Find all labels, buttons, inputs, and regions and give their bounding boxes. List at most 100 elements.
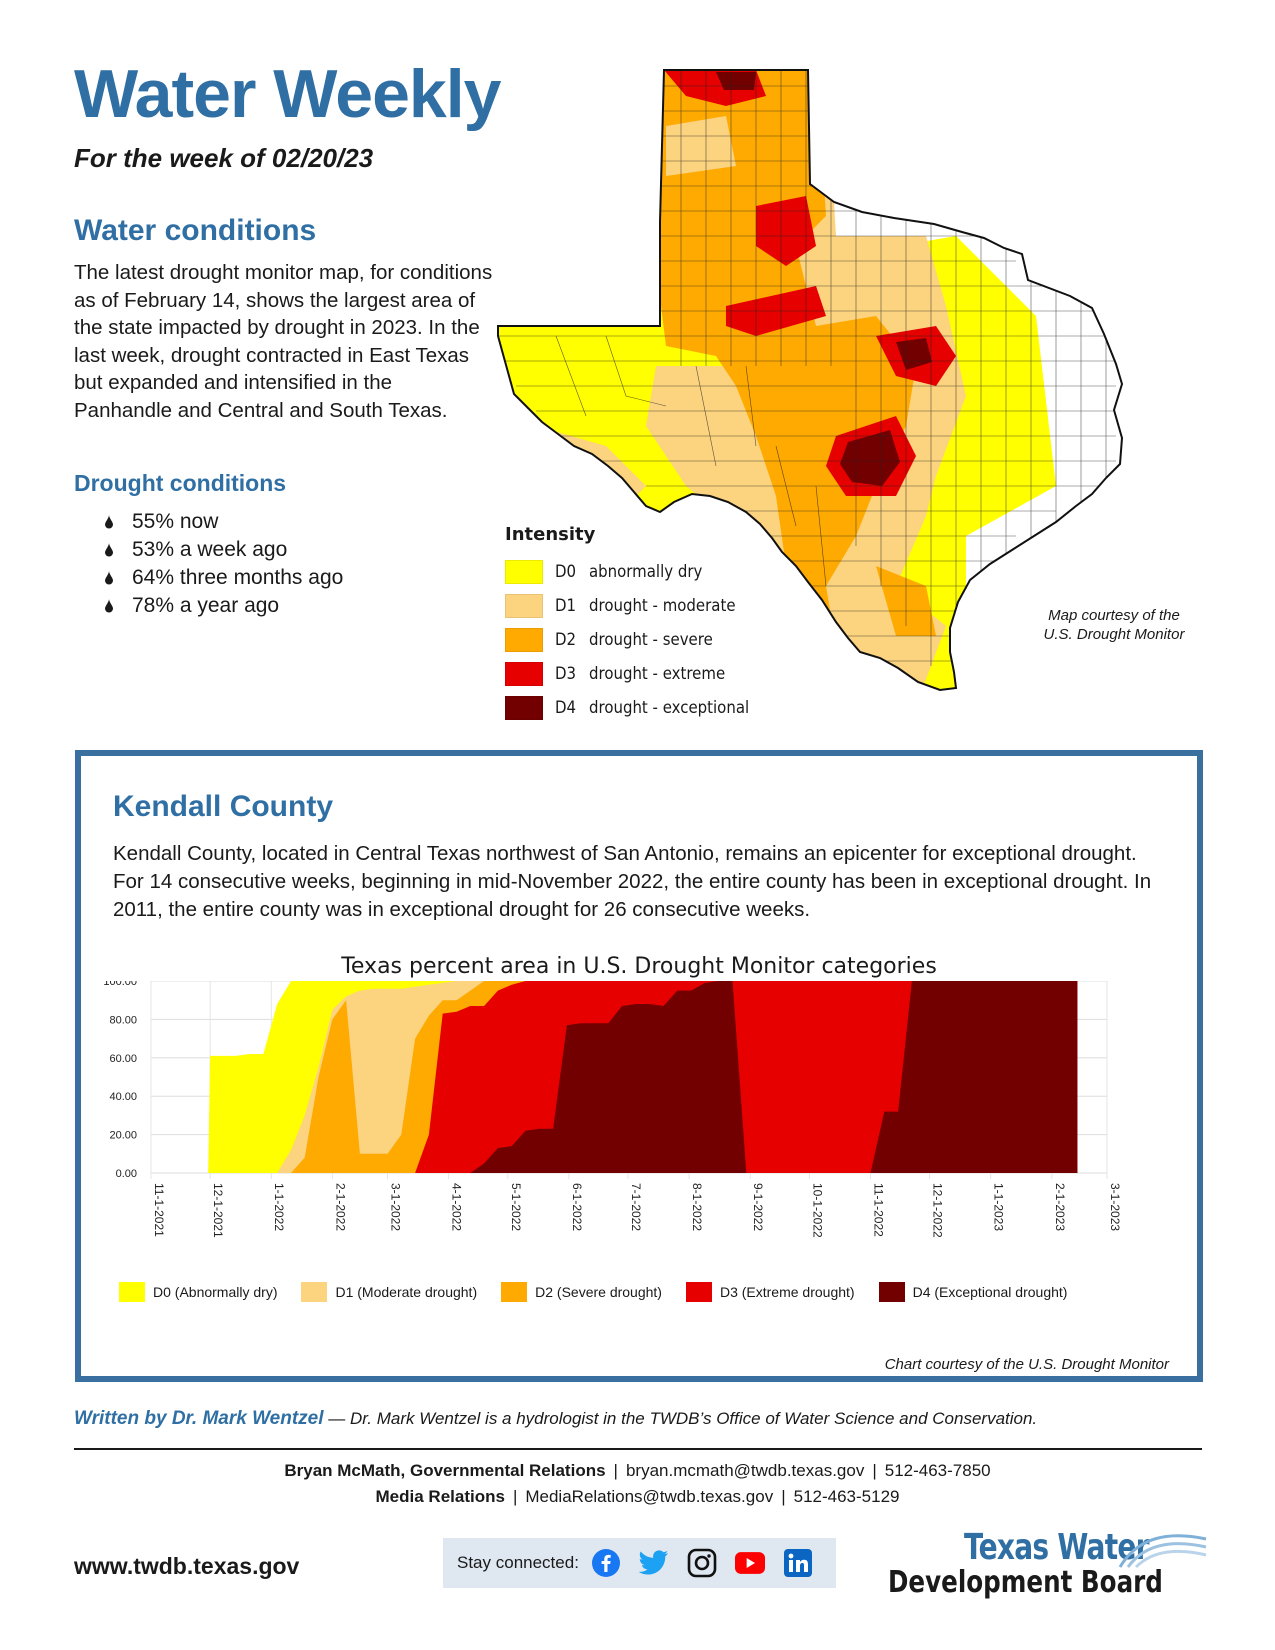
series-area-4 — [151, 981, 1078, 1173]
x-tick-label: 9-1-2022 — [751, 1183, 765, 1231]
legend-swatch — [301, 1282, 328, 1302]
logo-line-1: Texas Water — [964, 1527, 1149, 1568]
chart-legend-item: D1 (Moderate drought) — [301, 1282, 477, 1302]
x-tick-label: 8-1-2022 — [690, 1183, 704, 1231]
chart-legend-item: D0 (Abnormally dry) — [119, 1282, 277, 1302]
texas-drought-map — [497, 69, 1124, 692]
instagram-icon[interactable] — [687, 1548, 717, 1578]
x-tick-label: 3-1-2023 — [1108, 1183, 1122, 1231]
legend-code: D4 — [555, 698, 577, 718]
legend-swatch — [501, 1282, 528, 1302]
y-tick-label: 80.00 — [109, 1014, 137, 1026]
map-legend-item: D4 drought - exceptional — [505, 691, 771, 725]
x-tick-label: 10-1-2022 — [810, 1183, 824, 1238]
kendall-county-heading: Kendall County — [113, 790, 334, 823]
contact-email-link[interactable]: bryan.mcmath@twdb.texas.gov — [625, 1461, 865, 1480]
x-tick-label: 12-1-2022 — [931, 1183, 945, 1238]
map-legend-item: D3 drought - extreme — [505, 657, 771, 691]
logo-line-2: Development Board — [888, 1565, 1163, 1600]
linkedin-icon[interactable] — [783, 1548, 813, 1578]
legend-label: drought - moderate — [589, 596, 736, 616]
contact-line-1: Bryan McMath, Governmental Relations | bry… — [0, 1461, 1275, 1481]
author-line: Written by Dr. Mark Wentzel — Dr. Mark W… — [74, 1408, 1037, 1430]
list-item: 78% a year ago — [104, 592, 343, 620]
x-tick-label: 1-1-2022 — [272, 1183, 286, 1231]
kendall-county-text: Kendall County, located in Central Texas… — [113, 842, 1152, 921]
water-conditions-text: The latest drought monitor map, for cond… — [74, 261, 493, 422]
map-legend-item: D0 abnormally dry — [505, 555, 771, 589]
stay-connected-label: Stay connected: — [457, 1553, 579, 1572]
water-drop-icon — [105, 599, 113, 613]
water-drop-icon — [105, 543, 113, 557]
chart-credit: Chart courtesy of the U.S. Drought Monit… — [884, 1356, 1169, 1373]
x-tick-label: 5-1-2022 — [509, 1183, 523, 1231]
drought-item-text: 53% a week ago — [132, 538, 288, 561]
y-tick-label: 20.00 — [109, 1130, 137, 1142]
legend-code: D2 — [555, 630, 577, 650]
social-bar: Stay connected: — [443, 1538, 836, 1588]
y-tick-label: 40.00 — [109, 1091, 137, 1103]
kendall-county-panel: Kendall County Kendall County, located i… — [75, 750, 1203, 1382]
contact-line-2: Media Relations | MediaRelations@twdb.texa… — [0, 1487, 1275, 1507]
legend-label: D3 (Extreme drought) — [719, 1284, 855, 1300]
drought-conditions-list: 55% now 53% a week ago 64% three months … — [104, 508, 343, 620]
legend-label: D2 (Severe drought) — [535, 1284, 662, 1300]
legend-swatch — [505, 662, 543, 686]
separator: | — [512, 1487, 518, 1506]
website-link[interactable]: www.twdb.texas.gov — [74, 1553, 300, 1579]
list-item: 55% now — [104, 508, 343, 536]
contact-phone: 512-463-7850 — [884, 1461, 991, 1480]
x-tick-label: 11-1-2021 — [152, 1183, 166, 1237]
chart-legend: D0 (Abnormally dry) D1 (Moderate drought)… — [119, 1282, 1091, 1302]
legend-swatch — [505, 628, 543, 652]
map-legend-item: D1 drought - moderate — [505, 589, 771, 623]
map-legend-item: D2 drought - severe — [505, 623, 771, 657]
y-tick-label: 60.00 — [109, 1053, 137, 1065]
list-item: 53% a week ago — [104, 536, 343, 564]
legend-swatch — [119, 1282, 145, 1302]
legend-label: drought - severe — [589, 630, 713, 650]
legend-swatch — [505, 560, 543, 584]
x-tick-label: 2-1-2023 — [1053, 1183, 1067, 1231]
facebook-icon[interactable] — [591, 1548, 621, 1578]
twdb-logo: Texas Water Development Board — [888, 1527, 1208, 1607]
chart-legend-item: D3 (Extreme drought) — [685, 1282, 855, 1302]
separator: | — [613, 1461, 618, 1480]
separator: | — [872, 1461, 877, 1480]
legend-swatch — [505, 594, 543, 618]
legend-label: drought - extreme — [589, 664, 726, 684]
legend-label: D4 (Exceptional drought) — [912, 1284, 1068, 1300]
legend-code: D0 — [555, 562, 577, 582]
water-conditions-heading: Water conditions — [74, 214, 317, 247]
legend-swatch — [685, 1282, 712, 1302]
page-subtitle: For the week of 02/20/23 — [74, 143, 374, 173]
twitter-icon[interactable] — [638, 1548, 669, 1578]
youtube-icon[interactable] — [734, 1548, 765, 1578]
legend-code: D1 — [555, 596, 577, 616]
x-tick-label: 12-1-2021 — [211, 1183, 225, 1238]
x-tick-label: 1-1-2023 — [992, 1183, 1006, 1231]
x-tick-label: 6-1-2022 — [570, 1183, 584, 1231]
drought-item-text: 55% now — [132, 510, 219, 533]
contact-email-link[interactable]: MediaRelations@twdb.texas.gov — [525, 1487, 774, 1506]
drought-item-text: 78% a year ago — [132, 594, 280, 617]
map-credit: Map courtesy of the U.S. Drought Monitor — [1043, 607, 1185, 643]
chart-title: Texas percent area in U.S. Drought Monit… — [341, 954, 937, 979]
contact-phone: 512-463-5129 — [793, 1487, 900, 1506]
divider — [74, 1448, 1202, 1450]
y-tick-label: 100.00 — [103, 981, 137, 988]
page-title: Water Weekly — [74, 56, 501, 132]
drought-area-chart: 0.00 20.00 40.00 60.00 80.00 100.00 11-1-2021 1… — [103, 981, 1122, 1238]
water-wave-icon — [1118, 1534, 1207, 1569]
legend-code: D3 — [555, 664, 577, 684]
legend-label: D1 (Moderate drought) — [335, 1284, 478, 1300]
map-legend: Intensity D0 abnormally dry D1 drought -… — [505, 524, 771, 725]
map-legend-title: Intensity — [505, 524, 596, 545]
legend-label: D0 (Abnormally dry) — [153, 1284, 278, 1300]
contact-name: Media Relations — [375, 1487, 505, 1506]
legend-label: drought - exceptional — [589, 698, 750, 718]
chart-legend-item: D2 (Severe drought) — [501, 1282, 662, 1302]
x-tick-label: 3-1-2022 — [389, 1183, 403, 1231]
contact-name: Bryan McMath, Governmental Relations — [284, 1461, 606, 1480]
water-drop-icon — [105, 571, 113, 585]
